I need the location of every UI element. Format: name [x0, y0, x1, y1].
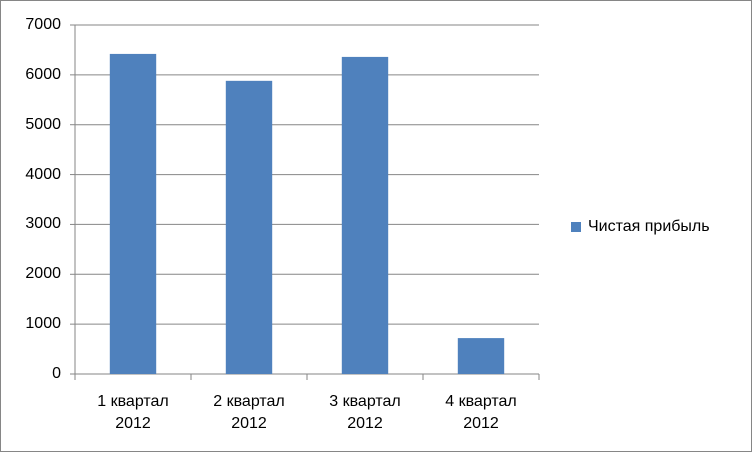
y-tick-label: 6000: [25, 65, 61, 83]
y-tick-label: 7000: [25, 16, 61, 33]
y-tick-label: 4000: [25, 165, 61, 183]
legend-label: Чистая прибыль: [588, 218, 710, 235]
x-tick-label: 4 квартал 2012: [445, 393, 517, 432]
x-tick-label: 2 квартал 2012: [213, 393, 285, 432]
bar: [225, 80, 273, 374]
x-tick-label: 3 квартал 2012: [329, 393, 401, 432]
y-tick-label: 2000: [25, 265, 61, 283]
y-tick-label: 1000: [25, 315, 61, 333]
bar: [457, 338, 505, 374]
bar: [341, 56, 389, 375]
y-tick-label: 0: [52, 365, 61, 382]
y-tick-label: 3000: [25, 215, 61, 233]
y-tick-label: 5000: [25, 115, 61, 133]
bar: [109, 53, 157, 374]
x-tick-label: 1 квартал 2012: [97, 393, 169, 432]
legend-swatch: [571, 222, 581, 232]
